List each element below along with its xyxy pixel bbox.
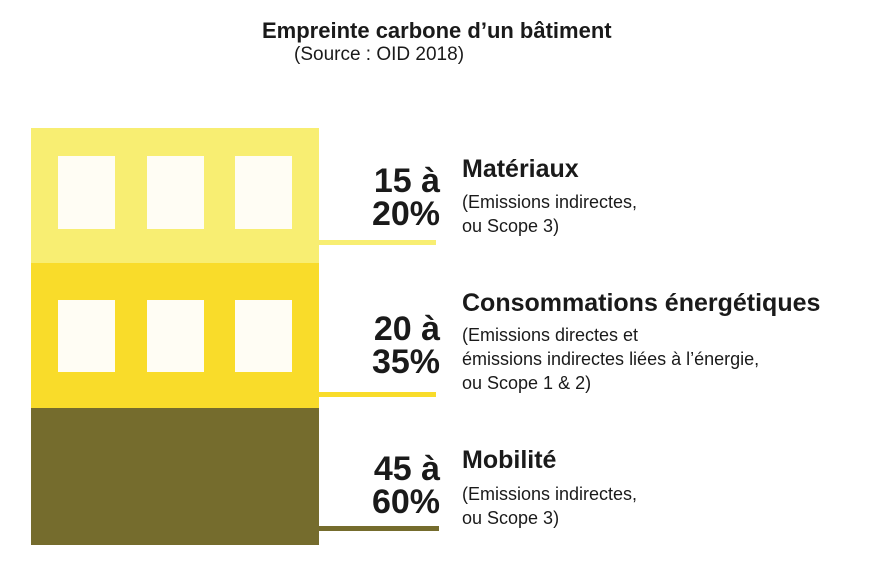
- share-range-mobility: 45 à 60%: [371, 450, 440, 521]
- window: [58, 156, 115, 229]
- building-band-mobility: [31, 408, 319, 545]
- category-desc-energy: (Emissions directes et émissions indirec…: [462, 325, 760, 393]
- category-title-mobility: Mobilité: [462, 446, 557, 474]
- window: [235, 156, 292, 229]
- category-desc-materials: (Emissions indirectes, ou Scope 3): [462, 192, 638, 236]
- window: [58, 300, 115, 372]
- window: [147, 156, 204, 229]
- connector-line-energy: [319, 392, 436, 397]
- connector-line-materials: [319, 240, 436, 245]
- connector-line-mobility: [319, 526, 439, 531]
- source-note: (Source : OID 2018): [294, 44, 465, 65]
- building-band-materials: [31, 128, 319, 263]
- share-range-materials: 15 à 20%: [371, 162, 440, 233]
- category-title-materials: Matériaux: [462, 155, 579, 183]
- window: [147, 300, 204, 372]
- window: [235, 300, 292, 372]
- category-desc-mobility: (Emissions indirectes, ou Scope 3): [462, 484, 638, 528]
- page-title: Empreinte carbone d’un bâtiment: [262, 18, 612, 43]
- building-band-energy: [31, 263, 319, 408]
- share-range-energy: 20 à 35%: [371, 310, 440, 381]
- category-title-energy: Consommations énergétiques: [462, 289, 821, 317]
